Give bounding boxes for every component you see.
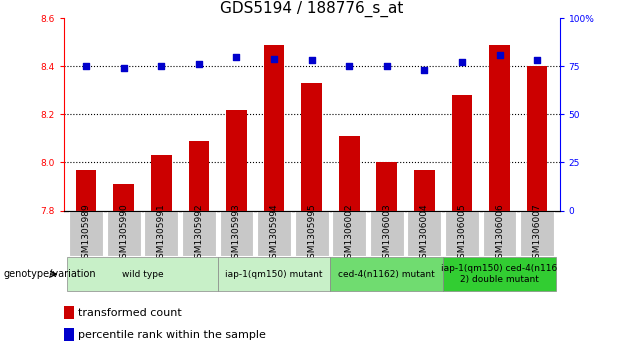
FancyBboxPatch shape xyxy=(408,211,441,256)
FancyBboxPatch shape xyxy=(219,211,253,256)
Text: ced-4(n1162) mutant: ced-4(n1162) mutant xyxy=(338,270,435,278)
Bar xyxy=(301,83,322,211)
Bar xyxy=(264,45,284,211)
Bar xyxy=(113,184,134,211)
Bar xyxy=(151,155,172,211)
Point xyxy=(232,54,242,60)
FancyBboxPatch shape xyxy=(445,211,479,256)
FancyBboxPatch shape xyxy=(370,211,404,256)
Point xyxy=(344,63,354,69)
Text: GSM1306005: GSM1306005 xyxy=(457,203,466,264)
FancyBboxPatch shape xyxy=(144,211,178,256)
Point xyxy=(457,60,467,65)
FancyBboxPatch shape xyxy=(332,211,366,256)
Point xyxy=(269,56,279,61)
Bar xyxy=(64,306,74,319)
Bar xyxy=(339,136,359,211)
FancyBboxPatch shape xyxy=(520,211,554,256)
Text: GSM1305993: GSM1305993 xyxy=(232,203,241,264)
Bar xyxy=(64,328,74,341)
Point xyxy=(194,61,204,67)
Text: transformed count: transformed count xyxy=(78,307,183,318)
Text: GSM1305992: GSM1305992 xyxy=(195,203,204,264)
Point xyxy=(382,63,392,69)
FancyBboxPatch shape xyxy=(218,257,331,291)
Text: GSM1305995: GSM1305995 xyxy=(307,203,316,264)
Text: percentile rank within the sample: percentile rank within the sample xyxy=(78,330,266,340)
FancyBboxPatch shape xyxy=(107,211,141,256)
Bar xyxy=(489,45,510,211)
FancyBboxPatch shape xyxy=(443,257,556,291)
Bar xyxy=(76,170,97,211)
Text: genotype/variation: genotype/variation xyxy=(3,269,96,279)
Bar xyxy=(377,163,397,211)
Text: GSM1306003: GSM1306003 xyxy=(382,203,391,264)
Text: GSM1306006: GSM1306006 xyxy=(495,203,504,264)
Text: GSM1305990: GSM1305990 xyxy=(119,203,128,264)
Point xyxy=(532,58,543,64)
FancyBboxPatch shape xyxy=(331,257,443,291)
Text: GSM1306002: GSM1306002 xyxy=(345,203,354,264)
Text: wild type: wild type xyxy=(121,270,163,278)
Text: iap-1(qm150) mutant: iap-1(qm150) mutant xyxy=(225,270,323,278)
Text: GSM1305991: GSM1305991 xyxy=(157,203,166,264)
Text: GSM1305989: GSM1305989 xyxy=(81,203,91,264)
FancyBboxPatch shape xyxy=(69,211,103,256)
FancyBboxPatch shape xyxy=(257,211,291,256)
Text: GSM1306004: GSM1306004 xyxy=(420,203,429,264)
FancyBboxPatch shape xyxy=(294,211,329,256)
Point xyxy=(119,65,129,71)
Text: GSM1305994: GSM1305994 xyxy=(270,203,279,264)
FancyBboxPatch shape xyxy=(483,211,516,256)
FancyBboxPatch shape xyxy=(67,257,218,291)
Bar xyxy=(226,110,247,211)
Bar xyxy=(452,95,473,211)
Point xyxy=(307,58,317,64)
Bar xyxy=(188,141,209,211)
Text: iap-1(qm150) ced-4(n116
2) double mutant: iap-1(qm150) ced-4(n116 2) double mutant xyxy=(441,264,558,284)
Point xyxy=(156,63,167,69)
Text: GSM1306007: GSM1306007 xyxy=(532,203,542,264)
Point xyxy=(419,67,429,73)
Point xyxy=(81,63,91,69)
Bar xyxy=(527,66,548,211)
Point xyxy=(494,52,504,58)
Bar xyxy=(414,170,435,211)
FancyBboxPatch shape xyxy=(182,211,216,256)
Title: GDS5194 / 188776_s_at: GDS5194 / 188776_s_at xyxy=(220,1,403,17)
